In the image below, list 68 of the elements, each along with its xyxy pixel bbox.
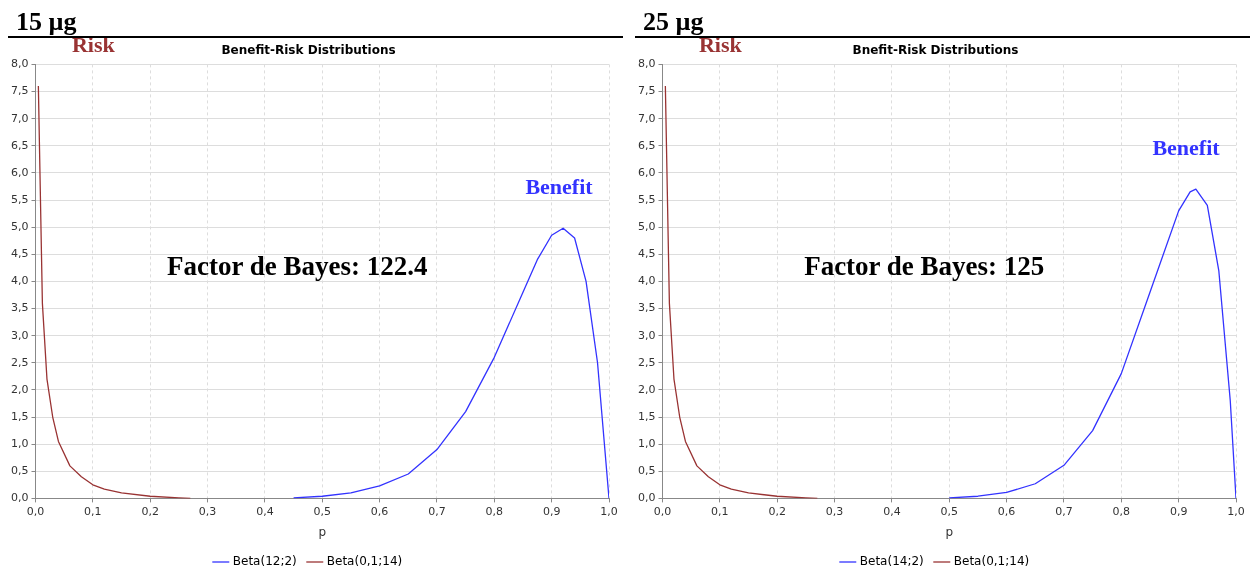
y-tick-label: 5,5 — [637, 192, 656, 206]
y-tick-label: 4,5 — [10, 247, 29, 261]
y-tick-label: 4,5 — [637, 247, 656, 261]
x-tick-label: 0,3 — [198, 504, 217, 518]
x-tick-label: 0,7 — [428, 504, 446, 518]
x-tick-label: 0,5 — [313, 504, 331, 518]
annotation: Factor de Bayes: 122.4 — [167, 251, 428, 282]
y-tick-label: 6,5 — [637, 138, 656, 152]
x-tick-label: 0,7 — [1055, 504, 1073, 518]
y-tick-label: 6,0 — [10, 165, 29, 179]
y-tick-label: 0,0 — [10, 491, 29, 505]
annotation: Factor de Bayes: 125 — [804, 251, 1045, 282]
y-tick-label: 7,0 — [637, 111, 656, 125]
legend-label: Beta(14;2) — [859, 554, 924, 569]
y-tick-label: 1,0 — [10, 437, 29, 451]
y-tick-label: 1,5 — [637, 409, 656, 423]
y-tick-label: 2,0 — [10, 382, 29, 396]
y-tick-label: 0,5 — [637, 464, 656, 478]
y-tick-label: 0,0 — [637, 491, 656, 505]
x-tick-label: 0,6 — [997, 504, 1016, 518]
y-tick-label: 3,0 — [10, 328, 29, 342]
x-tick-label: 0,5 — [940, 504, 958, 518]
annotation: Benefit — [525, 173, 594, 199]
x-tick-label: 1,0 — [600, 504, 618, 518]
y-tick-label: 7,0 — [10, 111, 29, 125]
x-tick-label: 0,9 — [1169, 504, 1188, 518]
y-tick-label: 4,0 — [10, 274, 29, 288]
x-tick-label: 0,6 — [370, 504, 389, 518]
y-tick-label: 5,0 — [637, 220, 656, 234]
x-tick-label: 0,4 — [883, 504, 901, 518]
y-tick-label: 7,5 — [637, 84, 656, 98]
x-tick-label: 0,1 — [711, 504, 729, 518]
y-tick-label: 3,5 — [637, 301, 656, 315]
x-axis-title: p — [318, 524, 327, 539]
legend-label: Beta(0,1;14) — [953, 554, 1030, 569]
y-tick-label: 6,0 — [637, 165, 656, 179]
x-tick-label: 0,0 — [26, 504, 45, 518]
x-tick-label: 0,8 — [485, 504, 504, 518]
y-tick-label: 0,5 — [10, 464, 29, 478]
x-tick-label: 0,4 — [256, 504, 274, 518]
y-tick-label: 7,5 — [10, 84, 29, 98]
legend-label: Beta(12;2) — [232, 554, 297, 569]
y-tick-label: 8,0 — [10, 57, 29, 71]
y-tick-label: 1,5 — [10, 409, 29, 423]
y-tick-label: 5,0 — [10, 220, 29, 234]
x-tick-label: 0,2 — [141, 504, 159, 518]
x-tick-label: 0,1 — [84, 504, 102, 518]
chart-title: Benefit-Risk Distributions — [221, 43, 396, 58]
y-tick-label: 2,5 — [10, 355, 29, 369]
y-tick-label: 5,5 — [10, 192, 29, 206]
y-tick-label: 3,5 — [10, 301, 29, 315]
y-tick-label: 4,0 — [637, 274, 656, 288]
y-tick-label: 2,0 — [637, 382, 656, 396]
x-tick-label: 0,3 — [825, 504, 844, 518]
y-tick-label: 3,0 — [637, 328, 656, 342]
y-tick-label: 1,0 — [637, 437, 656, 451]
chart-title: Bnefit-Risk Distributions — [852, 43, 1019, 58]
y-tick-label: 6,5 — [10, 138, 29, 152]
x-axis-title: p — [945, 524, 954, 539]
x-tick-label: 0,8 — [1112, 504, 1131, 518]
annotation: Benefit — [1152, 134, 1221, 160]
x-tick-label: 0,0 — [653, 504, 672, 518]
legend-label: Beta(0,1;14) — [326, 554, 403, 569]
x-tick-label: 0,2 — [768, 504, 786, 518]
x-tick-label: 0,9 — [542, 504, 561, 518]
y-tick-label: 8,0 — [637, 57, 656, 71]
x-tick-label: 1,0 — [1227, 504, 1245, 518]
y-tick-label: 2,5 — [637, 355, 656, 369]
